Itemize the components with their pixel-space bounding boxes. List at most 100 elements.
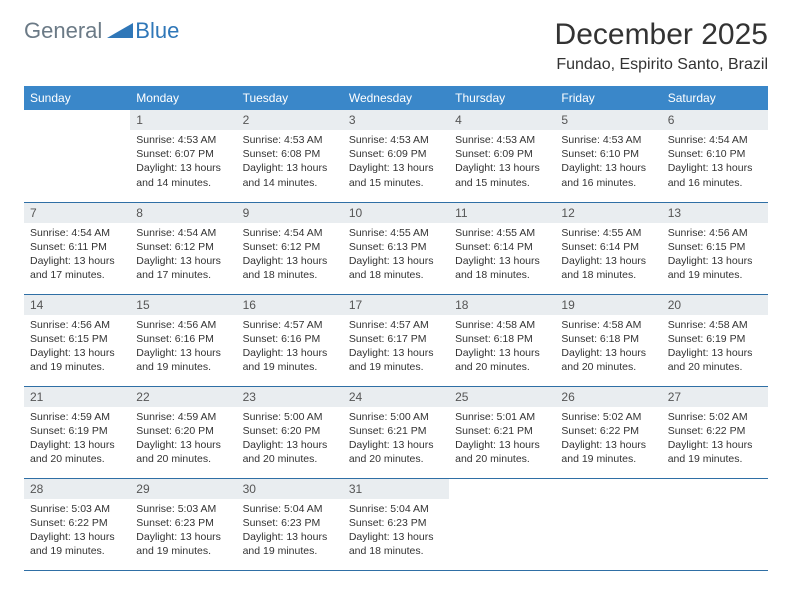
sunrise-text: Sunrise: 5:03 AM (30, 502, 124, 516)
weekday-header: Sunday (24, 86, 130, 110)
sunset-text: Sunset: 6:22 PM (30, 516, 124, 530)
sunrise-text: Sunrise: 5:03 AM (136, 502, 230, 516)
day-number: 14 (24, 295, 130, 315)
daylight-text: Daylight: 13 hours and 18 minutes. (349, 254, 443, 282)
day-number: 2 (237, 110, 343, 130)
sunset-text: Sunset: 6:12 PM (136, 240, 230, 254)
day-details: Sunrise: 4:55 AMSunset: 6:13 PMDaylight:… (343, 223, 449, 287)
calendar-cell: 27Sunrise: 5:02 AMSunset: 6:22 PMDayligh… (662, 386, 768, 478)
sunset-text: Sunset: 6:20 PM (136, 424, 230, 438)
day-number: 7 (24, 203, 130, 223)
calendar-row: 28Sunrise: 5:03 AMSunset: 6:22 PMDayligh… (24, 478, 768, 570)
day-details: Sunrise: 5:00 AMSunset: 6:21 PMDaylight:… (343, 407, 449, 471)
day-number: 11 (449, 203, 555, 223)
calendar-cell: 17Sunrise: 4:57 AMSunset: 6:17 PMDayligh… (343, 294, 449, 386)
sunset-text: Sunset: 6:09 PM (349, 147, 443, 161)
calendar-cell: 12Sunrise: 4:55 AMSunset: 6:14 PMDayligh… (555, 202, 661, 294)
page-title: December 2025 (555, 18, 768, 52)
daylight-text: Daylight: 13 hours and 18 minutes. (561, 254, 655, 282)
calendar-cell: 1Sunrise: 4:53 AMSunset: 6:07 PMDaylight… (130, 110, 236, 202)
sunrise-text: Sunrise: 4:57 AM (243, 318, 337, 332)
calendar-cell: 15Sunrise: 4:56 AMSunset: 6:16 PMDayligh… (130, 294, 236, 386)
day-details: Sunrise: 4:54 AMSunset: 6:12 PMDaylight:… (130, 223, 236, 287)
day-number: 26 (555, 387, 661, 407)
calendar-table: Sunday Monday Tuesday Wednesday Thursday… (24, 86, 768, 571)
calendar-row: 21Sunrise: 4:59 AMSunset: 6:19 PMDayligh… (24, 386, 768, 478)
day-details: Sunrise: 4:56 AMSunset: 6:16 PMDaylight:… (130, 315, 236, 379)
day-details: Sunrise: 4:53 AMSunset: 6:08 PMDaylight:… (237, 130, 343, 194)
daylight-text: Daylight: 13 hours and 18 minutes. (349, 530, 443, 558)
calendar-cell: 6Sunrise: 4:54 AMSunset: 6:10 PMDaylight… (662, 110, 768, 202)
sunset-text: Sunset: 6:20 PM (243, 424, 337, 438)
day-details: Sunrise: 5:02 AMSunset: 6:22 PMDaylight:… (555, 407, 661, 471)
sunset-text: Sunset: 6:15 PM (668, 240, 762, 254)
sunrise-text: Sunrise: 4:53 AM (136, 133, 230, 147)
logo-text-general: General (24, 18, 102, 44)
day-number: 29 (130, 479, 236, 499)
daylight-text: Daylight: 13 hours and 19 minutes. (136, 530, 230, 558)
sunrise-text: Sunrise: 5:00 AM (243, 410, 337, 424)
day-number: 13 (662, 203, 768, 223)
sunset-text: Sunset: 6:18 PM (561, 332, 655, 346)
sunrise-text: Sunrise: 5:04 AM (243, 502, 337, 516)
day-number: 3 (343, 110, 449, 130)
day-number: 15 (130, 295, 236, 315)
calendar-cell: 31Sunrise: 5:04 AMSunset: 6:23 PMDayligh… (343, 478, 449, 570)
day-number: 19 (555, 295, 661, 315)
day-details: Sunrise: 4:58 AMSunset: 6:19 PMDaylight:… (662, 315, 768, 379)
day-number: 4 (449, 110, 555, 130)
day-details: Sunrise: 4:53 AMSunset: 6:10 PMDaylight:… (555, 130, 661, 194)
sunset-text: Sunset: 6:23 PM (349, 516, 443, 530)
calendar-cell: 28 Sunrise: 5:03 AMSunset: 6:22 PMDayligh… (24, 478, 130, 570)
day-number: 28 (24, 479, 130, 499)
daylight-text: Daylight: 13 hours and 19 minutes. (30, 530, 124, 558)
daylight-text: Daylight: 13 hours and 19 minutes. (243, 530, 337, 558)
sunrise-text: Sunrise: 4:56 AM (668, 226, 762, 240)
calendar-cell: 8Sunrise: 4:54 AMSunset: 6:12 PMDaylight… (130, 202, 236, 294)
sunrise-text: Sunrise: 4:53 AM (349, 133, 443, 147)
sunset-text: Sunset: 6:23 PM (243, 516, 337, 530)
sunset-text: Sunset: 6:08 PM (243, 147, 337, 161)
weekday-header: Tuesday (237, 86, 343, 110)
calendar-cell: 21Sunrise: 4:59 AMSunset: 6:19 PMDayligh… (24, 386, 130, 478)
sunrise-text: Sunrise: 4:54 AM (30, 226, 124, 240)
daylight-text: Daylight: 13 hours and 20 minutes. (455, 438, 549, 466)
daylight-text: Daylight: 13 hours and 17 minutes. (30, 254, 124, 282)
day-details: Sunrise: 5:03 AMSunset: 6:23 PMDaylight:… (130, 499, 236, 563)
day-number: 21 (24, 387, 130, 407)
calendar-cell: 30Sunrise: 5:04 AMSunset: 6:23 PMDayligh… (237, 478, 343, 570)
sunset-text: Sunset: 6:19 PM (668, 332, 762, 346)
day-number: 8 (130, 203, 236, 223)
sunrise-text: Sunrise: 4:54 AM (668, 133, 762, 147)
day-details: Sunrise: 4:53 AMSunset: 6:07 PMDaylight:… (130, 130, 236, 194)
day-details: Sunrise: 5:04 AMSunset: 6:23 PMDaylight:… (343, 499, 449, 563)
calendar-cell: 7Sunrise: 4:54 AMSunset: 6:11 PMDaylight… (24, 202, 130, 294)
location-label: Fundao, Espirito Santo, Brazil (555, 56, 768, 74)
calendar-cell: 16Sunrise: 4:57 AMSunset: 6:16 PMDayligh… (237, 294, 343, 386)
sunrise-text: Sunrise: 4:53 AM (455, 133, 549, 147)
sunset-text: Sunset: 6:14 PM (561, 240, 655, 254)
day-details: Sunrise: 4:54 AMSunset: 6:10 PMDaylight:… (662, 130, 768, 194)
calendar-cell: 24Sunrise: 5:00 AMSunset: 6:21 PMDayligh… (343, 386, 449, 478)
daylight-text: Daylight: 13 hours and 15 minutes. (455, 161, 549, 189)
calendar-cell (555, 478, 661, 570)
calendar-cell (24, 110, 130, 202)
day-number: 6 (662, 110, 768, 130)
daylight-text: Daylight: 13 hours and 15 minutes. (349, 161, 443, 189)
daylight-text: Daylight: 13 hours and 20 minutes. (243, 438, 337, 466)
day-details: Sunrise: 4:59 AMSunset: 6:19 PMDaylight:… (24, 407, 130, 471)
sunset-text: Sunset: 6:14 PM (455, 240, 549, 254)
day-number: 1 (130, 110, 236, 130)
day-details: Sunrise: 4:56 AMSunset: 6:15 PMDaylight:… (662, 223, 768, 287)
day-details: Sunrise: 5:00 AMSunset: 6:20 PMDaylight:… (237, 407, 343, 471)
sunrise-text: Sunrise: 4:56 AM (30, 318, 124, 332)
sunset-text: Sunset: 6:13 PM (349, 240, 443, 254)
sunrise-text: Sunrise: 4:58 AM (668, 318, 762, 332)
day-details: Sunrise: 4:54 AMSunset: 6:12 PMDaylight:… (237, 223, 343, 287)
sunset-text: Sunset: 6:22 PM (668, 424, 762, 438)
day-number: 17 (343, 295, 449, 315)
daylight-text: Daylight: 13 hours and 19 minutes. (30, 346, 124, 374)
day-details: Sunrise: 5:01 AMSunset: 6:21 PMDaylight:… (449, 407, 555, 471)
day-number: 18 (449, 295, 555, 315)
sunrise-text: Sunrise: 4:57 AM (349, 318, 443, 332)
